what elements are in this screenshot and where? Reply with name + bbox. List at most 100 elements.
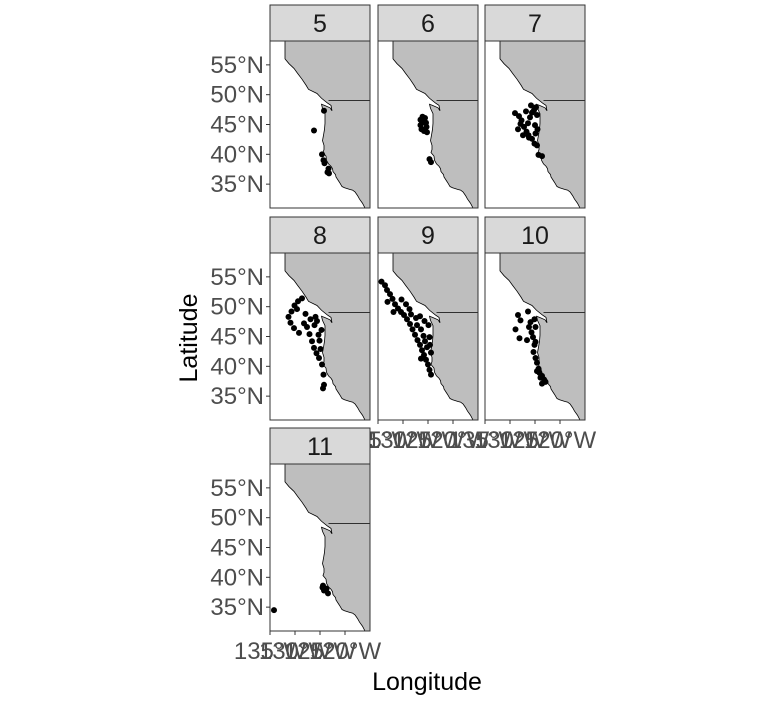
data-point bbox=[408, 311, 414, 318]
data-point bbox=[318, 326, 325, 333]
data-point bbox=[534, 126, 541, 133]
data-point bbox=[534, 359, 540, 366]
facet-strip bbox=[484, 4, 586, 42]
data-point bbox=[512, 326, 519, 333]
data-point bbox=[320, 371, 327, 378]
data-point bbox=[384, 298, 391, 305]
data-point bbox=[288, 308, 295, 315]
data-point bbox=[418, 355, 424, 362]
map-area bbox=[270, 253, 370, 420]
y-tick-label: 45°N bbox=[210, 324, 264, 351]
data-point bbox=[526, 323, 532, 330]
facet-label: 6 bbox=[421, 10, 435, 38]
x-tick-label: 130°W bbox=[474, 427, 547, 454]
data-point bbox=[409, 326, 416, 333]
y-tick-label: 55°N bbox=[210, 264, 264, 291]
y-tick-label: 45°N bbox=[210, 535, 264, 562]
facet-strip bbox=[484, 216, 586, 254]
data-point bbox=[313, 350, 320, 357]
data-point bbox=[390, 309, 397, 316]
facet-label: 11 bbox=[307, 433, 333, 461]
facet-panel-6: 6 bbox=[377, 4, 479, 209]
x-tick-label: 120°W bbox=[309, 638, 382, 665]
land-mass bbox=[284, 41, 370, 208]
data-point bbox=[428, 349, 434, 356]
data-point bbox=[537, 374, 544, 381]
y-tick-label: 35°N bbox=[210, 594, 264, 621]
data-point bbox=[319, 361, 325, 368]
data-point bbox=[528, 102, 534, 109]
data-point bbox=[407, 320, 413, 327]
y-tick-label: 35°N bbox=[210, 383, 264, 410]
data-point bbox=[325, 590, 331, 597]
data-point bbox=[315, 331, 322, 338]
data-point bbox=[517, 120, 524, 127]
x-tick-label: 135°W bbox=[234, 638, 307, 665]
y-axis-title: Latitude bbox=[175, 294, 203, 383]
facet-strip bbox=[269, 427, 371, 465]
facet-strip bbox=[377, 216, 479, 254]
data-point bbox=[285, 313, 292, 320]
data-point bbox=[534, 368, 540, 375]
panel-border bbox=[484, 40, 586, 209]
data-point bbox=[425, 361, 431, 368]
data-point bbox=[294, 306, 300, 313]
data-point bbox=[321, 107, 327, 114]
data-point bbox=[420, 332, 427, 339]
facet-panel-5: 5 35°N 40°N45°N 50°N 55°N bbox=[210, 4, 371, 209]
x-tick-label: 130°W bbox=[259, 638, 332, 665]
data-point bbox=[296, 329, 302, 336]
x-tick-label: 125°W bbox=[284, 638, 357, 665]
facet-panel-7: 7 bbox=[484, 4, 586, 209]
data-point bbox=[539, 380, 545, 387]
data-point bbox=[423, 356, 429, 363]
data-point bbox=[525, 132, 532, 139]
map-area bbox=[378, 253, 478, 420]
data-point bbox=[525, 120, 531, 127]
data-point bbox=[532, 323, 539, 330]
data-point bbox=[311, 344, 317, 351]
y-tick-label: 55°N bbox=[210, 475, 264, 502]
data-point bbox=[384, 286, 390, 293]
data-point bbox=[520, 132, 526, 139]
data-point bbox=[404, 316, 410, 323]
data-point bbox=[319, 584, 326, 591]
data-point bbox=[532, 338, 539, 345]
data-point bbox=[403, 301, 409, 308]
data-point bbox=[382, 282, 388, 289]
land-mass bbox=[284, 464, 370, 631]
data-point bbox=[528, 329, 535, 336]
facet-panel-8: 8 35°N 40°N45°N 50°N 55°N bbox=[210, 216, 371, 421]
facet-strip bbox=[269, 216, 371, 254]
data-point bbox=[291, 325, 297, 332]
x-tick-label: 120°W bbox=[524, 427, 597, 454]
data-point bbox=[287, 319, 294, 326]
y-tick-label: 40°N bbox=[210, 353, 264, 380]
data-point bbox=[419, 347, 425, 354]
land-mass bbox=[392, 41, 478, 208]
map-area bbox=[270, 41, 370, 208]
data-point bbox=[389, 295, 396, 302]
data-point bbox=[533, 104, 539, 111]
data-point bbox=[317, 346, 324, 353]
y-tick-label: 50°N bbox=[210, 82, 264, 109]
map-area bbox=[485, 41, 585, 208]
x-tick-label: 135°W bbox=[449, 427, 522, 454]
data-point bbox=[428, 159, 434, 166]
data-point bbox=[534, 142, 540, 149]
data-point bbox=[309, 338, 315, 345]
data-point bbox=[306, 331, 313, 338]
facet-panel-11: 11 35°N 40°N45°N 50°N 55°N 135°W130°W125°W120… bbox=[210, 427, 382, 665]
data-point bbox=[515, 126, 521, 133]
data-point bbox=[307, 316, 314, 323]
facet-label: 9 bbox=[421, 222, 435, 250]
y-tick-label: 55°N bbox=[210, 52, 264, 79]
data-point bbox=[515, 312, 521, 319]
data-point bbox=[271, 607, 277, 614]
data-point bbox=[299, 295, 305, 302]
map-area bbox=[270, 464, 370, 631]
x-tick-label: 125°W bbox=[499, 427, 572, 454]
data-point bbox=[302, 310, 309, 317]
